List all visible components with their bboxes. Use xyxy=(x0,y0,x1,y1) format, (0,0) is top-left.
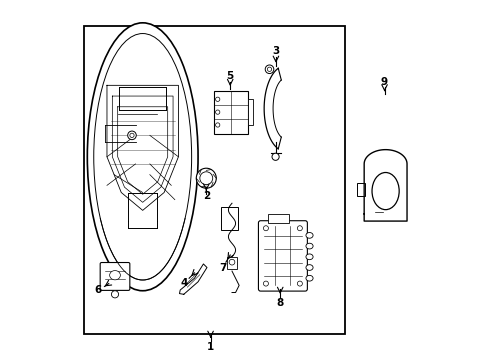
Ellipse shape xyxy=(305,233,312,238)
Polygon shape xyxy=(364,150,406,221)
Ellipse shape xyxy=(263,226,268,231)
Ellipse shape xyxy=(305,275,312,281)
Ellipse shape xyxy=(200,172,212,185)
Polygon shape xyxy=(179,264,206,294)
Polygon shape xyxy=(264,68,281,149)
Polygon shape xyxy=(112,96,173,202)
Ellipse shape xyxy=(263,281,268,286)
Bar xyxy=(221,207,238,230)
Bar xyxy=(226,257,237,269)
Text: 2: 2 xyxy=(202,191,209,201)
Ellipse shape xyxy=(297,226,302,231)
Text: 5: 5 xyxy=(226,71,233,81)
Ellipse shape xyxy=(111,291,118,298)
Ellipse shape xyxy=(196,168,216,188)
Text: 3: 3 xyxy=(272,46,279,57)
Polygon shape xyxy=(107,85,178,210)
Text: 1: 1 xyxy=(206,342,214,352)
Text: 8: 8 xyxy=(276,298,283,308)
Ellipse shape xyxy=(305,254,312,260)
Ellipse shape xyxy=(215,110,220,114)
Text: 6: 6 xyxy=(94,285,102,295)
Ellipse shape xyxy=(87,23,198,291)
Ellipse shape xyxy=(215,123,220,127)
Text: 4: 4 xyxy=(180,278,187,288)
Bar xyxy=(267,214,288,223)
Text: 7: 7 xyxy=(219,262,226,273)
Polygon shape xyxy=(118,107,167,194)
Ellipse shape xyxy=(94,33,191,280)
Ellipse shape xyxy=(271,153,279,160)
Ellipse shape xyxy=(229,259,234,265)
Bar xyxy=(214,91,247,134)
FancyBboxPatch shape xyxy=(100,262,130,291)
Ellipse shape xyxy=(371,172,398,210)
Ellipse shape xyxy=(267,67,271,71)
Ellipse shape xyxy=(130,133,134,138)
Ellipse shape xyxy=(215,97,220,102)
Ellipse shape xyxy=(297,281,302,286)
Ellipse shape xyxy=(109,271,120,280)
Bar xyxy=(247,99,253,125)
Ellipse shape xyxy=(305,243,312,249)
FancyBboxPatch shape xyxy=(258,221,307,291)
Text: 9: 9 xyxy=(380,77,387,87)
Ellipse shape xyxy=(305,265,312,270)
Bar xyxy=(83,26,344,334)
Ellipse shape xyxy=(127,131,136,140)
Bar xyxy=(356,183,364,196)
Ellipse shape xyxy=(264,65,273,73)
